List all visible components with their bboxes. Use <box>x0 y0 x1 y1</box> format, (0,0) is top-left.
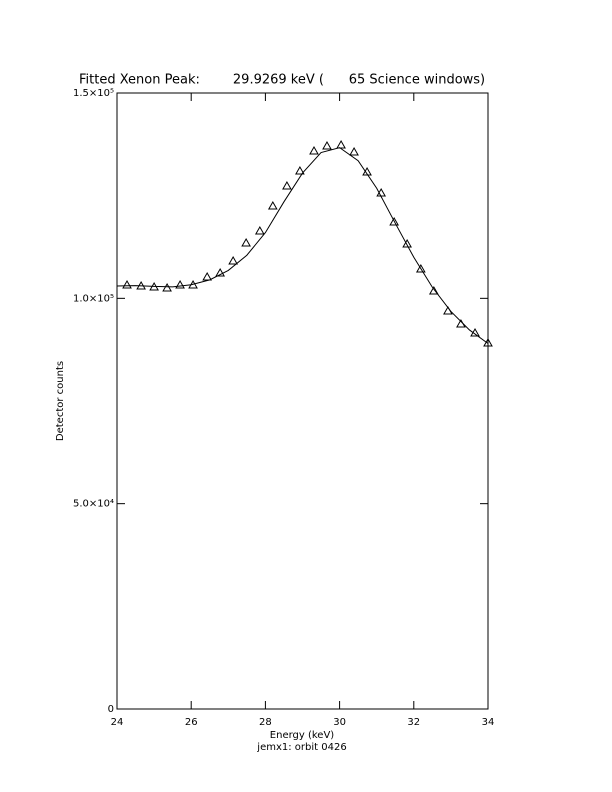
data-point <box>215 267 225 277</box>
data-point <box>267 201 278 210</box>
x-tick-label: 32 <box>407 717 420 728</box>
x-tick-label: 28 <box>259 717 272 728</box>
data-point <box>228 255 238 265</box>
data-point <box>202 272 213 281</box>
data-point <box>389 217 399 226</box>
data-point <box>241 238 251 247</box>
data-point <box>162 283 172 292</box>
x-axis-label: Energy (keV) <box>270 730 335 741</box>
y-tick-label: 1.0×10⁵ <box>73 293 114 304</box>
data-point <box>402 238 412 248</box>
data-point <box>122 279 132 289</box>
data-point <box>376 187 387 197</box>
chart-title: Fitted Xenon Peak: 29.9269 keV ( 65 Scie… <box>79 73 485 88</box>
fit-line <box>116 147 489 344</box>
y-tick-label: 5.0×10⁴ <box>73 499 114 510</box>
data-point <box>175 279 185 289</box>
x-tick-label: 26 <box>185 717 198 728</box>
x-tick-label: 34 <box>482 717 495 728</box>
data-point <box>415 264 426 273</box>
y-axis-label: Detector counts <box>55 361 66 441</box>
data-point <box>282 181 292 190</box>
y-tick-label: 0 <box>108 704 114 715</box>
x-tick-label: 24 <box>111 717 124 728</box>
data-point <box>254 226 265 235</box>
plot-frame <box>116 92 489 710</box>
data-point <box>349 147 359 156</box>
subtitle: jemx1: orbit 0426 <box>256 742 346 753</box>
y-tick-label: 1.5×10⁵ <box>73 88 114 99</box>
data-point <box>295 166 305 175</box>
data-point <box>309 146 319 155</box>
data-point <box>322 141 332 150</box>
data-point <box>428 286 439 295</box>
x-tick-label: 30 <box>333 717 346 728</box>
data-point <box>336 140 346 149</box>
